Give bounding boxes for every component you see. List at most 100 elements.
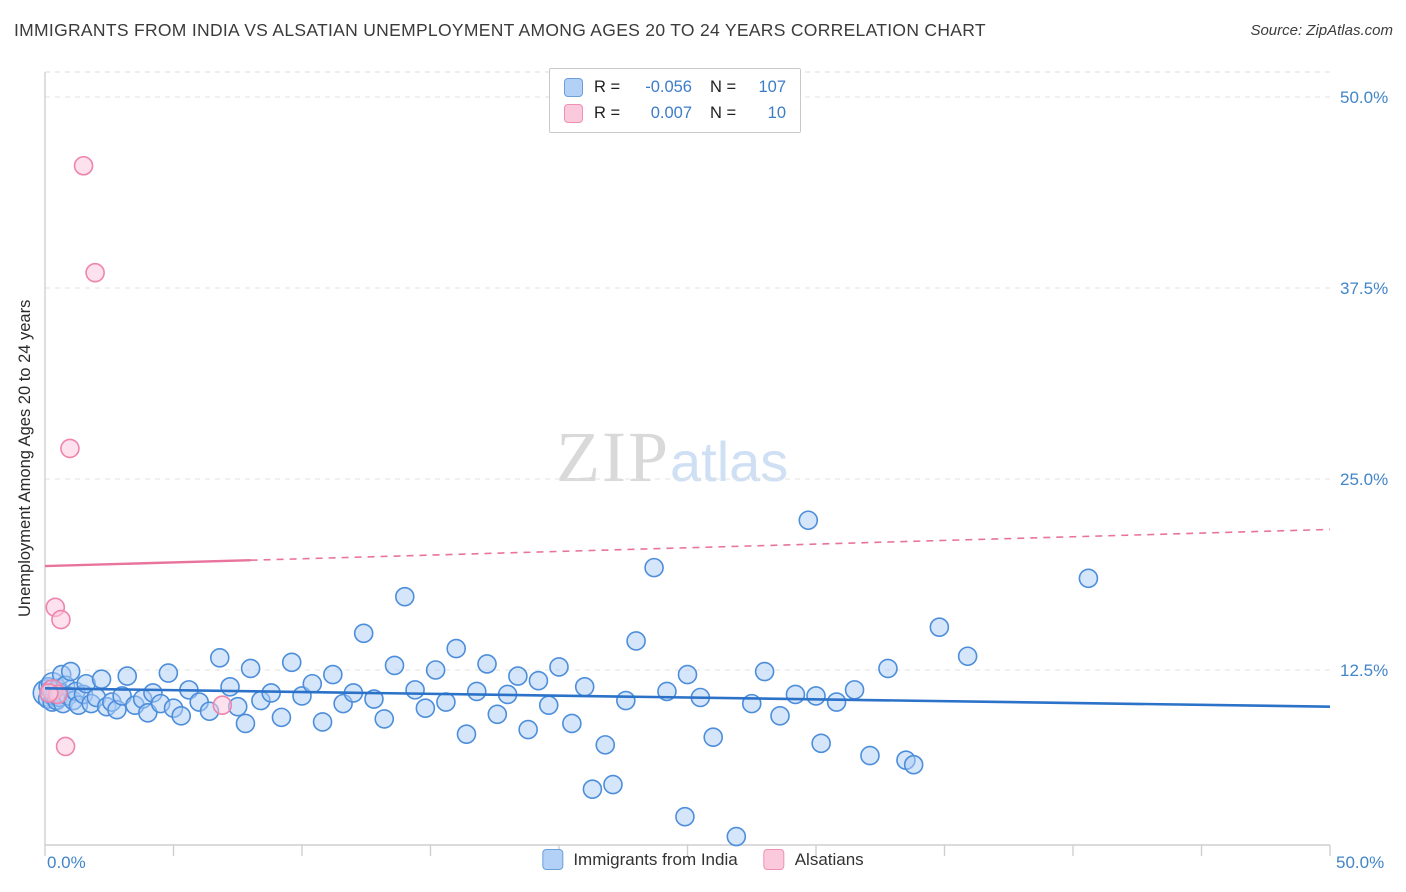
scatter-point-india	[595, 735, 616, 755]
scatter-point-india	[903, 754, 924, 775]
scatter-point-india	[549, 657, 569, 677]
stats-legend-row-india: R = -0.056 N = 107	[564, 78, 786, 97]
scatter-point-india	[826, 692, 847, 712]
r-value-india: -0.056	[645, 78, 692, 96]
scatter-point-india	[538, 695, 559, 715]
y-tick-25: 25.0%	[1340, 470, 1389, 489]
scatter-point-alsatian	[51, 609, 71, 630]
scatter-point-india	[158, 663, 179, 683]
n-label: N =	[710, 78, 737, 96]
india-legend-swatch-icon	[542, 849, 564, 870]
r-label: R =	[594, 104, 621, 122]
scatter-point-india	[562, 713, 582, 734]
scatter-point-india	[798, 510, 819, 531]
scatter-point-india	[1078, 568, 1099, 589]
alsatians-trend-line-solid	[44, 559, 251, 568]
scatter-point-alsatian	[73, 155, 94, 176]
scatter-point-india	[806, 686, 826, 706]
scatter-point-alsatian	[60, 438, 80, 459]
scatter-point-india	[220, 677, 240, 697]
india-trend-line	[44, 687, 1331, 708]
scatter-point-india	[394, 586, 415, 607]
scatter-point-india	[860, 745, 880, 766]
india-swatch-icon	[564, 78, 583, 97]
scatter-point-india	[677, 664, 698, 685]
scatter-point-india	[456, 724, 477, 744]
watermark-zip: ZIP	[556, 417, 670, 497]
alsatians-swatch-icon	[564, 104, 583, 123]
scatter-point-india	[703, 727, 724, 748]
n-value-alsatians: 10	[767, 104, 786, 122]
stats-legend-row-alsatians: R = 0.007 N = 10	[564, 104, 786, 123]
scatter-point-india	[353, 623, 374, 644]
scatter-point-india	[384, 655, 405, 676]
source-credit: Source: ZipAtlas.com	[1250, 22, 1393, 39]
scatter-point-india	[844, 680, 865, 700]
scatter-point-india	[675, 806, 695, 827]
scatter-point-india	[171, 706, 192, 726]
scatter-point-india	[528, 670, 549, 691]
scatter-point-india	[425, 660, 446, 680]
scatter-point-india	[271, 707, 292, 728]
scatter-point-india	[446, 638, 467, 659]
scatter-point-india	[957, 646, 978, 667]
y-axis-label: Unemployment Among Ages 20 to 24 years	[16, 299, 34, 618]
scatter-point-india	[235, 713, 256, 734]
stats-legend: R = -0.056 N = 107 R = 0.007 N = 10	[549, 68, 801, 133]
scatter-point-india	[240, 658, 261, 679]
scatter-point-india	[929, 617, 950, 638]
scatter-point-india	[91, 669, 112, 689]
scatter-point-india	[436, 692, 456, 712]
scatter-point-india	[302, 673, 323, 694]
scatter-point-india	[405, 680, 425, 700]
scatter-point-india	[626, 631, 646, 651]
scatter-point-india	[603, 774, 623, 795]
r-value-alsatians: 0.007	[650, 104, 692, 122]
r-label: R =	[594, 78, 621, 96]
scatter-point-india	[477, 654, 497, 674]
legend-item-india[interactable]: Immigrants from India	[542, 849, 738, 870]
y-tick-12-5: 12.5%	[1340, 661, 1389, 680]
scatter-point-india	[60, 661, 81, 682]
scatter-point-india	[374, 709, 395, 729]
y-tick-37-5: 37.5%	[1340, 279, 1389, 298]
scatter-point-india	[770, 706, 790, 726]
scatter-point-india	[726, 826, 747, 847]
alsatians-legend-label: Alsatians	[794, 849, 864, 869]
scatter-point-india	[574, 677, 595, 697]
scatter-point-india	[582, 779, 603, 799]
y-tick-50: 50.0%	[1340, 88, 1389, 107]
scatter-point-india	[785, 684, 806, 705]
scatter-point-india	[508, 666, 528, 686]
n-label: N =	[710, 104, 737, 122]
scatter-point-india	[616, 690, 636, 711]
scatter-point-alsatian	[39, 683, 59, 703]
scatter-point-india	[323, 664, 343, 685]
x-tick-max: 50.0%	[1336, 853, 1385, 872]
scatter-point-india	[117, 666, 138, 686]
scatter-point-india	[209, 647, 230, 668]
scatter-point-alsatian	[212, 695, 233, 715]
x-tick-min: 0.0%	[47, 853, 86, 872]
scatter-point-india	[518, 719, 538, 740]
alsatians-legend-swatch-icon	[763, 849, 785, 870]
scatter-point-india	[487, 704, 508, 725]
scatter-point-alsatian	[85, 262, 105, 283]
india-legend-label: Immigrants from India	[573, 849, 738, 869]
legend-item-alsatians[interactable]: Alsatians	[763, 849, 864, 870]
bottom-legend: Immigrants from India Alsatians	[542, 849, 864, 870]
zipatlas-watermark: ZIPatlas	[556, 416, 788, 499]
scatter-point-india	[466, 681, 487, 702]
scatter-point-india	[281, 652, 302, 673]
alsatians-trend-line-dashed	[250, 528, 1331, 562]
scatter-point-india	[811, 733, 831, 754]
scatter-point-india	[644, 557, 664, 578]
scatter-point-india	[754, 661, 775, 682]
watermark-atlas: atlas	[670, 430, 789, 493]
scatter-point-alsatian	[55, 736, 76, 757]
page-title: IMMIGRANTS FROM INDIA VS ALSATIAN UNEMPL…	[14, 20, 986, 40]
scatter-point-india	[312, 712, 333, 732]
n-value-india: 107	[758, 78, 786, 96]
scatter-point-india	[415, 698, 436, 719]
